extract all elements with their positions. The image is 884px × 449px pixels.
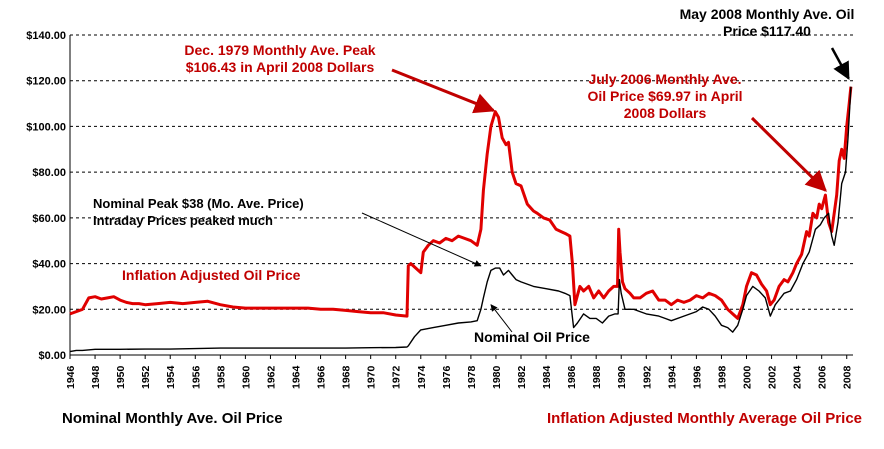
annotation-2008-price: May 2008 Monthly Ave. Oil Price $117.40 — [680, 6, 855, 39]
x-tick-label: 1950 — [115, 365, 127, 389]
x-tick-label: 1946 — [65, 365, 77, 389]
arrow-1979-peak — [391, 68, 496, 114]
x-tick-label: 1988 — [591, 365, 603, 389]
x-tick-label: 1952 — [140, 365, 152, 389]
x-tick-label: 1980 — [491, 365, 503, 389]
y-tick-label: $20.00 — [32, 304, 66, 316]
y-tick-label: $80.00 — [32, 167, 66, 179]
x-tick-label: 1956 — [190, 365, 202, 389]
annotation-line: Inflation Adjusted Oil Price — [122, 267, 301, 283]
y-tick-label: $120.00 — [26, 76, 66, 88]
annotation-line: Oil Price $69.97 in April — [587, 88, 742, 104]
x-tick-label: 2004 — [792, 365, 804, 389]
label-inflation-series: Inflation Adjusted Oil Price — [122, 267, 301, 283]
x-tick-label: 1996 — [691, 365, 703, 389]
x-tick-label: 1992 — [641, 365, 653, 389]
y-tick-label: $0.00 — [38, 350, 66, 362]
x-tick-label: 1966 — [316, 365, 328, 389]
grid-lines — [70, 34, 853, 310]
annotation-line: Dec. 1979 Monthly Ave. Peak — [184, 42, 375, 58]
x-tick-label: 1972 — [391, 365, 403, 389]
annotation-line: Nominal Peak $38 (Mo. Ave. Price) — [93, 196, 304, 211]
x-tick-label: 1964 — [291, 365, 303, 389]
x-tick-label: 2000 — [742, 365, 754, 389]
x-tick-label: 1948 — [90, 365, 102, 389]
axes: $0.00 $20.00 $40.00 $60.00 $80.00 $100.00 $120… — [26, 30, 854, 389]
annotation-2006-price: July 2006 Monthly Ave. Oil Price $69.97 i… — [587, 71, 742, 121]
x-tick-label: 1984 — [541, 365, 553, 389]
x-tick-label: 1976 — [441, 365, 453, 389]
x-tick-label: 1960 — [240, 365, 252, 389]
annotations: Dec. 1979 Monthly Ave. Peak $106.43 in Ap… — [93, 6, 854, 345]
x-tick-label: 2006 — [817, 365, 829, 389]
label-nominal-series: Nominal Oil Price — [474, 329, 590, 345]
x-tick-label: 1986 — [566, 365, 578, 389]
nominal-footer-label: Nominal Monthly Ave. Oil Price — [62, 410, 283, 427]
annotation-line: May 2008 Monthly Ave. Oil — [680, 6, 855, 22]
nominal-line — [69, 86, 852, 353]
arrow-2008-price — [830, 47, 850, 80]
x-tick-label: 1990 — [616, 365, 628, 389]
x-tick-label: 1978 — [466, 365, 478, 389]
arrow-nominal-peak — [361, 212, 482, 267]
y-tick-label: $100.00 — [26, 121, 66, 133]
x-tick-label: 1962 — [265, 365, 277, 389]
annotation-line: Nominal Oil Price — [474, 329, 590, 345]
annotation-arrows — [361, 47, 850, 333]
y-tick-label: $40.00 — [32, 259, 66, 271]
series-lines — [69, 86, 853, 353]
annotation-line: July 2006 Monthly Ave. — [588, 71, 741, 87]
x-tick-label: 1998 — [716, 365, 728, 389]
x-tick-label: 2002 — [767, 365, 779, 389]
x-tick-label: 1994 — [666, 365, 678, 389]
inflation-adjusted-line — [69, 86, 853, 320]
y-tick-label: $60.00 — [32, 213, 66, 225]
annotation-line: 2008 Dollars — [624, 105, 707, 121]
annotation-line: Intraday Prices peaked much — [93, 213, 273, 228]
y-tick-label: $140.00 — [26, 30, 66, 42]
x-tick-label: 1974 — [416, 365, 428, 389]
arrow-nominal-series — [490, 304, 513, 333]
x-tick-label: 1970 — [366, 365, 378, 389]
annotation-1979-peak: Dec. 1979 Monthly Ave. Peak $106.43 in Ap… — [184, 42, 375, 75]
inflation-footer-label: Inflation Adjusted Monthly Average Oil P… — [546, 410, 862, 427]
x-tick-label: 1982 — [516, 365, 528, 389]
x-tick-label: 1958 — [215, 365, 227, 389]
arrow-2006-price — [750, 116, 827, 192]
annotation-line: Price $117.40 — [723, 23, 811, 39]
x-tick-label: 1968 — [341, 365, 353, 389]
x-tick-label: 2008 — [842, 365, 854, 389]
x-tick-label: 1954 — [165, 365, 177, 389]
annotation-nominal-peak: Nominal Peak $38 (Mo. Ave. Price) Intrada… — [93, 196, 304, 228]
annotation-line: $106.43 in April 2008 Dollars — [186, 59, 375, 75]
